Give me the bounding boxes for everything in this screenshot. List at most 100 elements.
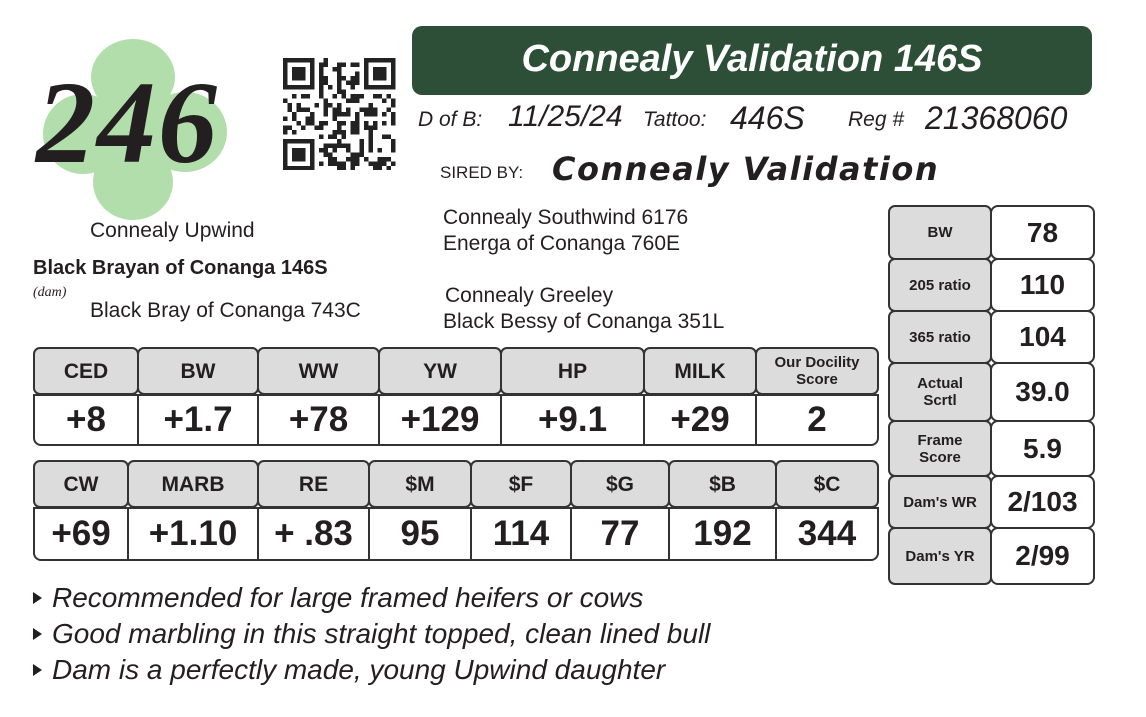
qr-module: [346, 107, 351, 112]
qr-module: [350, 130, 355, 135]
qr-module: [314, 125, 319, 130]
qr-module: [350, 152, 355, 157]
qr-module: [337, 80, 342, 85]
row-label: 365 ratio: [888, 310, 992, 364]
qr-module: [301, 125, 306, 130]
qr-module: [341, 161, 346, 166]
qr-module: [337, 125, 342, 130]
qr-module: [323, 112, 328, 117]
qr-module: [350, 166, 355, 170]
qr-module: [323, 107, 328, 112]
column-header: $M: [368, 460, 472, 508]
qr-module: [377, 94, 382, 99]
qr-module: [341, 130, 346, 135]
qr-module: [350, 85, 355, 90]
qr-module: [368, 134, 373, 139]
qr-module: [373, 94, 378, 99]
qr-module: [341, 112, 346, 117]
row-value: 39.0: [990, 362, 1095, 422]
qr-module: [332, 143, 337, 148]
qr-module: [319, 71, 324, 76]
header-row: CED BW WW YW HP MILK Our Docility Score: [33, 347, 879, 395]
qr-module: [332, 107, 337, 112]
qr-module: [337, 139, 342, 144]
qr-module: [355, 98, 360, 103]
qr-module: [319, 76, 324, 81]
qr-module: [386, 107, 391, 112]
qr-module: [391, 98, 396, 103]
pedigree-line: Connealy Greeley: [445, 284, 614, 307]
qr-module: [391, 161, 396, 166]
qr-module: [305, 121, 310, 126]
qr-module: [292, 67, 306, 81]
qr-module: [341, 134, 346, 139]
qr-module: [319, 80, 324, 85]
qr-module: [350, 157, 355, 162]
note-text: Recommended for large framed heifers or …: [52, 582, 644, 613]
qr-module: [319, 85, 324, 90]
clover-logo: [43, 39, 227, 220]
qr-module: [391, 112, 396, 117]
qr-module: [368, 112, 373, 117]
qr-module: [359, 148, 364, 153]
qr-module: [368, 148, 373, 153]
qr-module: [377, 161, 382, 166]
qr-module: [373, 67, 387, 81]
qr-module: [310, 116, 315, 121]
qr-module: [319, 121, 324, 126]
qr-module: [382, 157, 387, 162]
qr-module: [319, 67, 324, 72]
row-value: 104: [990, 310, 1095, 364]
qr-module: [332, 112, 337, 117]
qr-module: [355, 116, 360, 121]
qr-module: [355, 62, 360, 67]
qr-module: [373, 112, 378, 117]
qr-module: [355, 112, 360, 117]
column-header: $C: [775, 460, 879, 508]
value-cell: 95: [368, 507, 472, 561]
qr-module: [359, 143, 364, 148]
pedigree-line: Energa of Conanga 760E: [443, 232, 681, 255]
qr-module: [377, 166, 382, 170]
qr-module: [296, 103, 301, 108]
qr-module: [382, 161, 387, 166]
qr-module: [292, 94, 297, 99]
qr-module: [346, 143, 351, 148]
pedigree-line: Connealy Southwind 6176: [443, 206, 689, 229]
qr-module: [332, 148, 337, 153]
qr-module: [391, 143, 396, 148]
note-text: Good marbling in this straight topped, c…: [52, 618, 711, 649]
pedigree-line: Black Bray of Conanga 743C: [90, 299, 361, 322]
qr-module: [296, 121, 301, 126]
note-text: Dam is a perfectly made, young Upwind da…: [52, 654, 666, 685]
qr-module: [332, 161, 337, 166]
qr-module: [382, 98, 387, 103]
qr-module: [337, 76, 342, 81]
qr-module: [350, 76, 355, 81]
value-cell: +78: [257, 394, 380, 446]
value-cell: +29: [643, 394, 757, 446]
qr-module: [373, 107, 378, 112]
qr-module: [382, 121, 387, 126]
qr-module: [364, 157, 369, 162]
qr-module: [287, 103, 292, 108]
qr-module: [341, 76, 346, 81]
qr-module: [283, 125, 288, 130]
qr-module: [350, 98, 355, 103]
qr-module: [350, 161, 355, 166]
qr-module: [391, 121, 396, 126]
qr-module: [346, 112, 351, 117]
tattoo: 446S: [730, 100, 805, 136]
qr-module: [368, 143, 373, 148]
qr-module: [337, 121, 342, 126]
qr-module: [328, 103, 333, 108]
qr-module: [337, 161, 342, 166]
qr-module: [332, 94, 337, 99]
qr-module: [301, 94, 306, 99]
qr-module: [355, 130, 360, 135]
qr-module: [391, 103, 396, 108]
qr-module: [382, 112, 387, 117]
qr-module: [328, 85, 333, 90]
qr-module: [359, 94, 364, 99]
qr-module: [355, 157, 360, 162]
